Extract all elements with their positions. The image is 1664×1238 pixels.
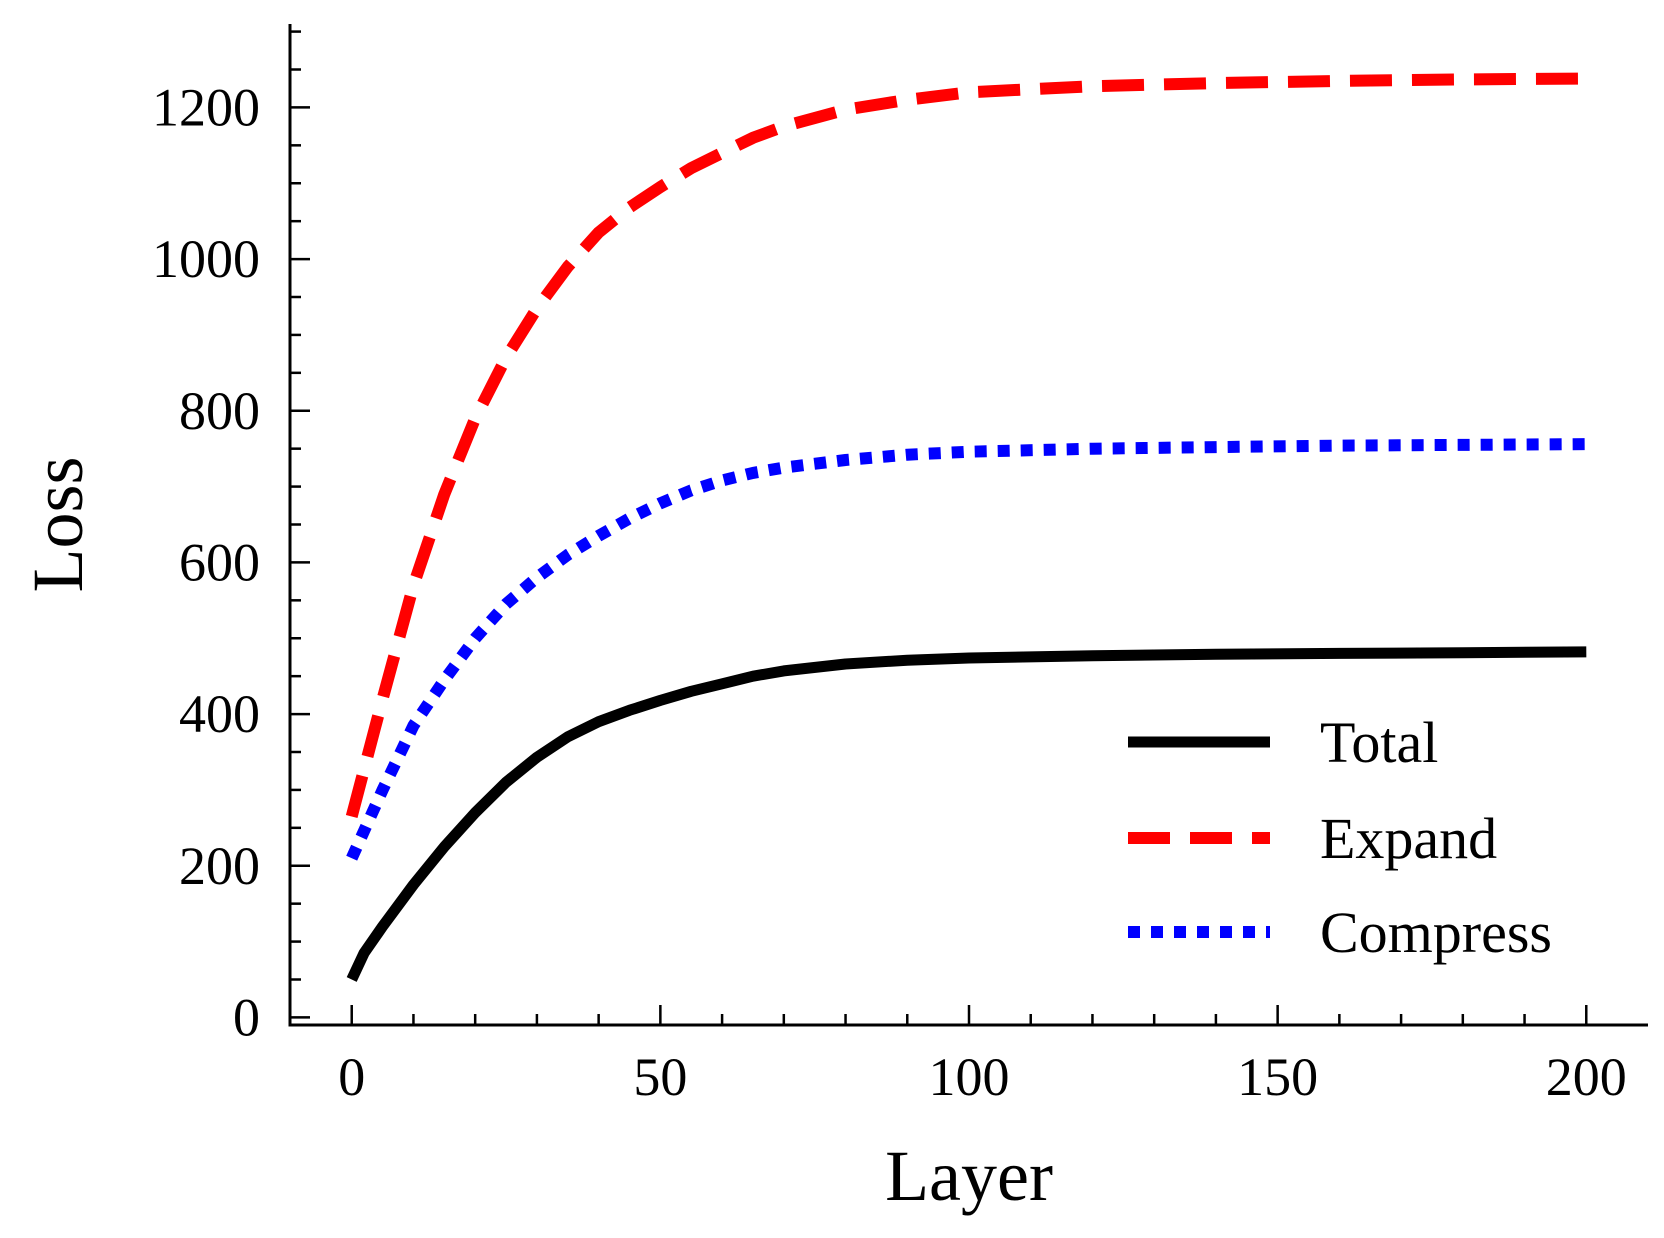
x-tick-label: 150 [1237, 1047, 1318, 1107]
y-axis-title: Loss [18, 456, 98, 592]
x-tick-label: 100 [929, 1047, 1010, 1107]
x-tick-label: 0 [338, 1047, 365, 1107]
series-line-compress [346, 438, 1587, 861]
y-tick-label: 1200 [152, 77, 260, 137]
y-tick-label: 0 [233, 987, 260, 1047]
y-tick-label: 800 [179, 381, 260, 441]
series-line-total [346, 646, 1587, 982]
x-tick-label: 50 [633, 1047, 687, 1107]
series-line-expand [345, 72, 1587, 819]
y-tick-label: 1000 [152, 229, 260, 289]
legend-label-expand: Expand [1320, 806, 1497, 871]
x-tick-label: 200 [1546, 1047, 1627, 1107]
ticks: 0 50 100 150 200 0 200 400 600 800 1000 1200 [152, 30, 1627, 1107]
y-tick-label: 600 [179, 532, 260, 592]
y-tick-label: 400 [179, 684, 260, 744]
axis-frame [288, 24, 1648, 1027]
legend-label-total: Total [1320, 710, 1438, 775]
legend-label-compress: Compress [1320, 900, 1552, 965]
y-tick-label: 200 [179, 836, 260, 896]
x-axis-title: Layer [885, 1136, 1053, 1216]
legend: Total Expand Compress [1128, 710, 1552, 965]
series-layer [345, 72, 1587, 982]
axes [288, 24, 1648, 1027]
